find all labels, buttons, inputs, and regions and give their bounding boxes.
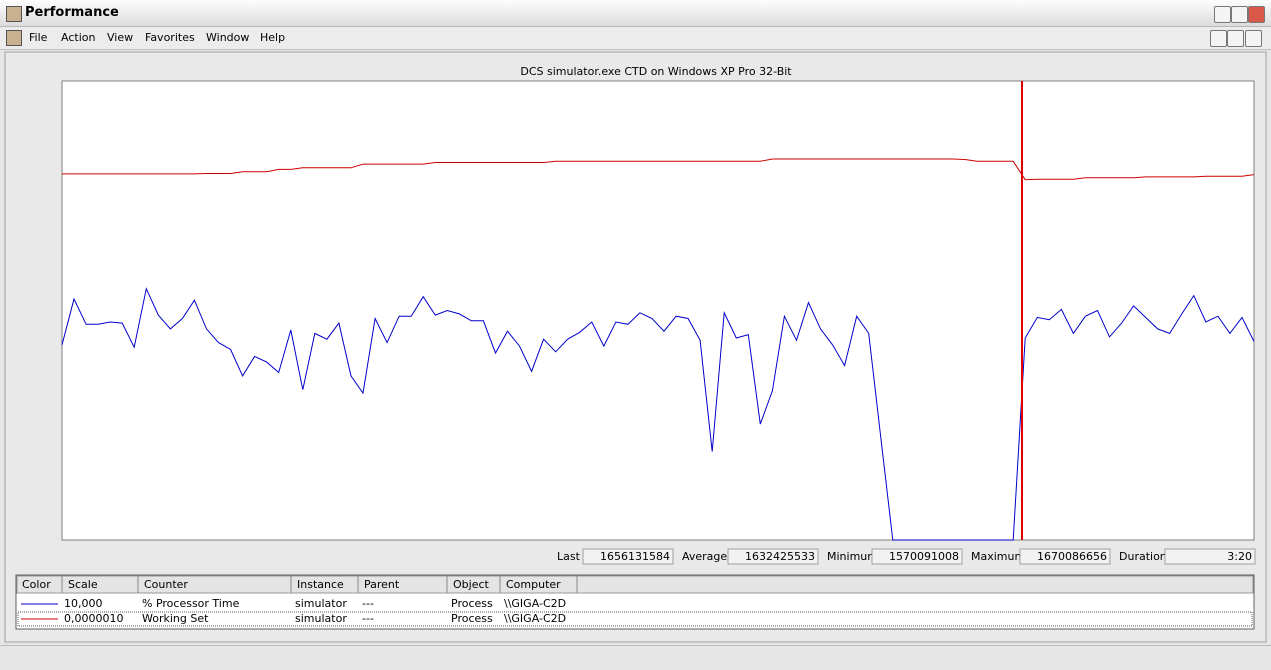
minimize-button[interactable]	[1214, 6, 1231, 23]
menu-item[interactable]: Favorites	[145, 31, 195, 44]
table-cell: 10,000	[64, 597, 103, 610]
table-cell: 0,0000010	[64, 612, 124, 625]
table-cell: \\GIGA-C2D	[504, 612, 566, 625]
table-header	[16, 575, 1254, 594]
stat-label: Last	[557, 550, 581, 563]
stat-value: 1656131584	[600, 550, 670, 563]
table-cell: simulator	[295, 612, 347, 625]
stat-value: 1570091008	[889, 550, 959, 563]
menu-item[interactable]: Action	[61, 31, 96, 44]
stat-box	[582, 548, 674, 565]
table-cell: simulator	[295, 597, 347, 610]
menu-item[interactable]: Window	[206, 31, 250, 44]
series-line	[62, 158, 1255, 181]
menu-item[interactable]: Help	[260, 31, 286, 44]
stat-label: Maximum	[971, 550, 1025, 563]
stat-box	[1164, 548, 1256, 565]
app-icon	[6, 6, 22, 22]
child-close[interactable]	[1245, 30, 1262, 47]
table-cell: ---	[362, 612, 374, 625]
chart-title: DCS simulator.exe CTD on Windows XP Pro …	[520, 65, 792, 78]
stat-box	[871, 548, 963, 565]
column-header: Parent	[364, 578, 400, 591]
column-header: Color	[22, 578, 51, 591]
table-cell: Process	[451, 597, 493, 610]
close-button[interactable]	[1248, 6, 1265, 23]
menu-bar: File Action View Favorites Window Help	[0, 27, 1271, 50]
stat-value: 1670086656	[1037, 550, 1107, 563]
stat-label: Minimum	[827, 550, 878, 563]
selected-row	[17, 611, 1253, 627]
series-line	[61, 287, 1255, 541]
plot-area	[61, 80, 1255, 541]
stat-box	[1019, 548, 1111, 565]
menu-item[interactable]: View	[107, 31, 134, 44]
title-bar: Performance	[0, 0, 1271, 27]
column-header: Counter	[144, 578, 188, 591]
child-restore[interactable]	[1227, 30, 1244, 47]
window-title: Performance	[25, 5, 119, 20]
stat-value: 1632425533	[745, 550, 815, 563]
stat-label: Average	[682, 550, 727, 563]
stat-box	[727, 548, 819, 565]
table-cell: Process	[451, 612, 493, 625]
table-cell: Working Set	[142, 612, 209, 625]
table-cell: \\GIGA-C2D	[504, 597, 566, 610]
column-header: Object	[453, 578, 490, 591]
column-header: Instance	[297, 578, 344, 591]
table-cell: % Processor Time	[142, 597, 240, 610]
doc-icon	[6, 30, 22, 46]
column-header: Scale	[68, 578, 98, 591]
maximize-button[interactable]	[1231, 6, 1248, 23]
child-minimize[interactable]	[1210, 30, 1227, 47]
stat-value: 3:20	[1227, 550, 1252, 563]
stat-label: Duration	[1119, 550, 1167, 563]
menu-item[interactable]: File	[29, 31, 48, 44]
column-header: Computer	[506, 578, 561, 591]
chart: DCS simulator.exe CTD on Windows XP Pro …	[4, 51, 1267, 643]
status-bar	[0, 645, 1271, 670]
table-cell: ---	[362, 597, 374, 610]
